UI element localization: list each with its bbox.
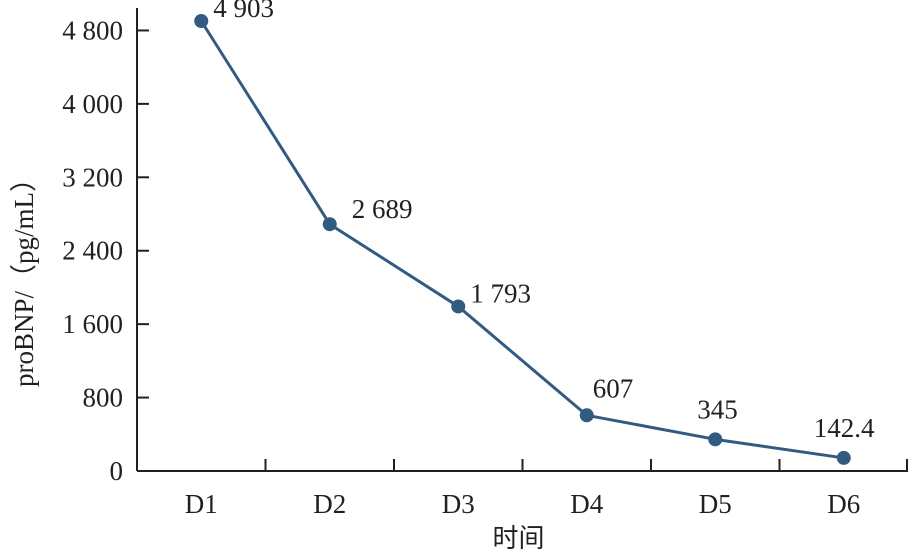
x-tick-label: D4: [570, 489, 603, 519]
x-tick-label: D2: [313, 489, 346, 519]
x-tick-label: D1: [185, 489, 218, 519]
y-axis-title: proBNP/（pg/mL）: [9, 165, 39, 387]
data-label: 4 903: [213, 0, 274, 23]
data-point: [451, 299, 466, 314]
y-tick-label: 4 800: [62, 15, 123, 45]
y-tick-label: 3 200: [62, 162, 123, 192]
y-tick-label: 0: [110, 456, 124, 486]
data-label: 2 689: [352, 194, 413, 224]
data-labels: 4 903 2 689 1 793 607 345 142.4: [213, 0, 875, 443]
data-point: [579, 408, 594, 423]
data-label: 345: [697, 394, 738, 424]
y-tick-label: 800: [83, 383, 124, 413]
x-tick-label: D6: [827, 489, 860, 519]
data-label: 607: [593, 373, 634, 403]
data-point: [708, 432, 723, 447]
data-point: [836, 450, 851, 465]
x-axis-title: 时间: [492, 524, 544, 553]
x-tick-label: D3: [442, 489, 475, 519]
x-ticks: D1 D2 D3 D4 D5 D6: [185, 459, 908, 519]
y-ticks: 0 800 1 600 2 400 3 200 4 000 4 800: [62, 15, 149, 486]
data-label: 1 793: [470, 278, 531, 308]
data-point: [194, 14, 209, 28]
x-tick-label: D5: [699, 489, 732, 519]
axes: [136, 8, 908, 472]
series-line: [199, 20, 844, 460]
series: [194, 14, 851, 465]
y-tick-label: 1 600: [62, 309, 123, 339]
data-point: [322, 217, 337, 232]
data-label: 142.4: [814, 413, 875, 443]
y-tick-label: 4 000: [62, 89, 123, 119]
y-tick-label: 2 400: [62, 236, 123, 266]
